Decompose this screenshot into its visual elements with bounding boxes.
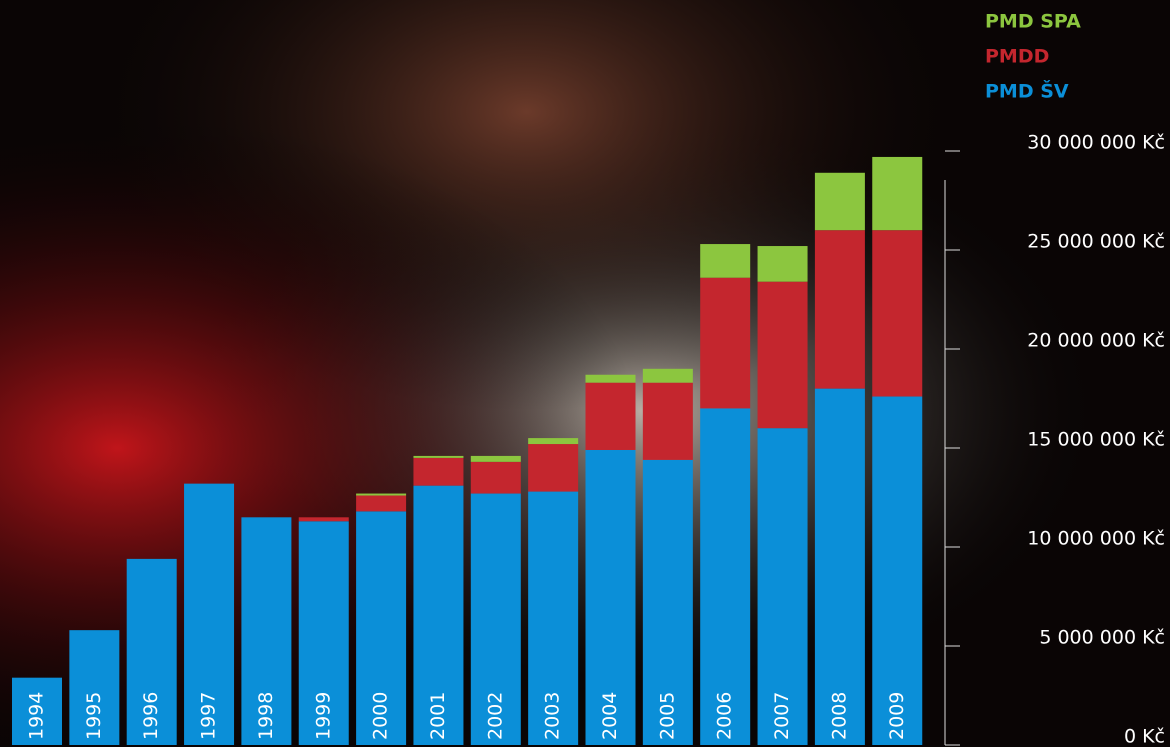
bar-segment xyxy=(528,438,579,445)
bar-segment xyxy=(126,558,177,745)
x-tick-label: 2000 xyxy=(370,692,392,740)
bar-segment xyxy=(528,491,579,745)
legend-entry: PMDD xyxy=(985,46,1049,68)
bar-segment xyxy=(12,677,62,745)
x-tick-label: 1997 xyxy=(198,692,220,740)
x-tick-label: 1998 xyxy=(255,692,277,740)
bar-segment xyxy=(642,382,693,460)
x-tick-label: 1999 xyxy=(312,692,334,740)
x-tick-label: 1994 xyxy=(26,692,48,740)
x-tick-label: 2008 xyxy=(828,692,850,740)
bar-segment xyxy=(872,230,923,397)
legend-entry: PMD SPA xyxy=(985,11,1081,33)
bar-segment xyxy=(298,517,349,522)
legend-entry: PMD ŠV xyxy=(985,79,1069,103)
y-tick-label: 10 000 000 Kč xyxy=(1027,528,1165,550)
bar-segment xyxy=(585,449,636,745)
y-tick-label: 15 000 000 Kč xyxy=(1027,429,1165,451)
bar-segment xyxy=(413,457,464,486)
y-tick-label: 0 Kč xyxy=(1124,726,1165,747)
bar-segment xyxy=(470,455,521,462)
bar-segment xyxy=(757,428,808,745)
y-tick-label: 25 000 000 Kč xyxy=(1027,231,1165,253)
bar-segment xyxy=(470,493,521,745)
x-tick-label: 2006 xyxy=(714,692,736,740)
x-tick-label: 2005 xyxy=(656,692,678,740)
x-tick-label: 2009 xyxy=(886,692,908,740)
bar-segment xyxy=(356,495,407,512)
x-tick-label: 2003 xyxy=(542,692,564,740)
x-tick-label: 2001 xyxy=(427,692,449,740)
x-tick-label: 2002 xyxy=(484,692,506,740)
bar-segment xyxy=(872,156,923,231)
bar-segment xyxy=(700,408,751,745)
x-tick-label: 1996 xyxy=(140,692,162,740)
bar-segment xyxy=(642,459,693,745)
bar-segment xyxy=(642,368,693,383)
x-tick-label: 2007 xyxy=(771,692,793,740)
bar-segment xyxy=(356,511,407,745)
bar-segment xyxy=(69,630,120,745)
bar-segment xyxy=(241,517,292,745)
bar-segment xyxy=(528,444,579,492)
bar-segment xyxy=(585,374,636,383)
y-tick-label: 5 000 000 Kč xyxy=(1039,627,1165,649)
bar-segment xyxy=(814,388,865,745)
bar-segment xyxy=(757,281,808,429)
x-tick-label: 1995 xyxy=(83,692,105,740)
bar-segment xyxy=(757,246,808,282)
bar-segment xyxy=(470,461,521,494)
x-tick-label: 2004 xyxy=(599,692,621,740)
bar-segment xyxy=(413,455,464,458)
bar-segment xyxy=(700,244,751,278)
bar-segment xyxy=(872,396,923,745)
bar-segment xyxy=(298,521,349,745)
bar-segment xyxy=(184,483,235,745)
bar-segment xyxy=(356,493,407,496)
y-tick-label: 20 000 000 Kč xyxy=(1027,330,1165,352)
bar-segment xyxy=(814,172,865,231)
bar-segment xyxy=(585,382,636,450)
bar-segment xyxy=(814,230,865,389)
bar-segment xyxy=(700,277,751,409)
y-tick-label: 30 000 000 Kč xyxy=(1027,132,1165,154)
bar-segment xyxy=(413,485,464,745)
